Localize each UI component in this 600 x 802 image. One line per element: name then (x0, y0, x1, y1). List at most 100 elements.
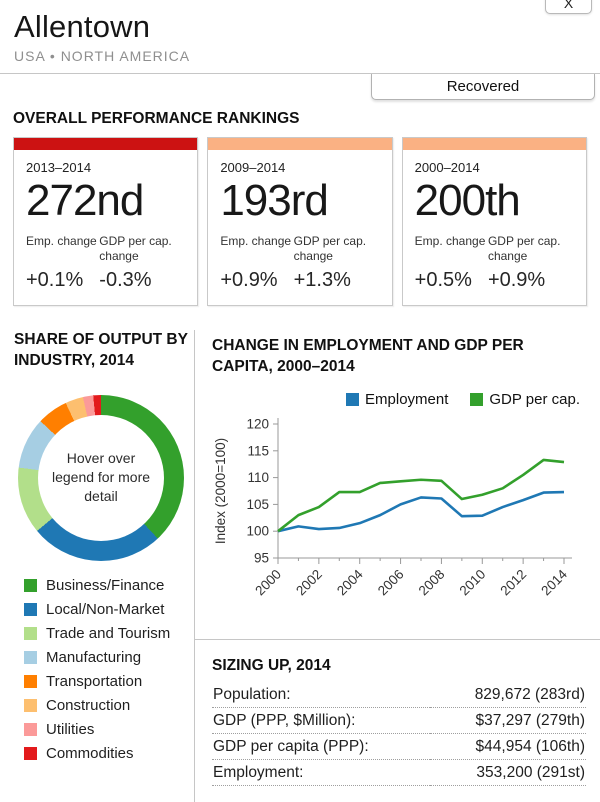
x-tick-label: 2014 (538, 566, 570, 598)
ranking-card-2000-2014: 2000–2014 200th Emp. change GDP per cap.… (401, 137, 587, 307)
industry-legend-item[interactable]: Commodities (24, 745, 188, 762)
industry-legend-item[interactable]: Utilities (24, 721, 188, 738)
industry-legend-item[interactable]: Business/Finance (24, 577, 188, 594)
industry-donut-chart: Hover over legend for more detail (18, 394, 184, 561)
content-columns: SHARE OF OUTPUT BY INDUSTRY, 2014 Hover … (0, 330, 600, 802)
donut-hole (38, 414, 164, 541)
row-value: $37,297 (279th) (430, 707, 586, 734)
emp-change-value: +0.1% (26, 269, 84, 292)
table-row: Employment: 353,200 (291st) (212, 759, 586, 786)
x-tick-label: 2000 (252, 566, 284, 598)
y-tick-label: 105 (246, 497, 269, 512)
legend-label: Business/Finance (46, 576, 165, 594)
emp-change-label: Emp. change (26, 234, 97, 249)
gdp-change-label: GDP per cap. change (99, 234, 172, 264)
legend-label: Employment (365, 390, 449, 408)
y-tick-label: 110 (247, 470, 269, 485)
row-label: GDP per capita (PPP): (212, 733, 431, 760)
legend-swatch (346, 392, 360, 406)
row-label: Population: (212, 681, 431, 708)
x-tick-label: 2002 (293, 566, 325, 598)
chart-legend-item: GDP per cap. (470, 391, 580, 408)
y-tick-label: 95 (254, 550, 269, 565)
legend-label: Construction (46, 696, 131, 714)
table-row: Population: 829,672 (283rd) (212, 681, 586, 708)
industry-heading: SHARE OF OUTPUT BY INDUSTRY, 2014 (14, 331, 188, 369)
legend-swatch (470, 392, 484, 406)
donut-center-text: Hover over legend for more detail (51, 450, 151, 505)
line-chart-heading: CHANGE IN EMPLOYMENT AND GDP PER CAPITA,… (212, 337, 524, 375)
x-tick-label: 2008 (416, 566, 448, 598)
industry-legend-item[interactable]: Trade and Tourism (24, 625, 188, 642)
industry-legend: Business/Finance Local/Non-Market Trade an… (14, 577, 188, 762)
legend-label: Manufacturing (46, 648, 142, 666)
legend-label: Transportation (46, 672, 143, 690)
industry-section: SHARE OF OUTPUT BY INDUSTRY, 2014 Hover … (0, 330, 194, 802)
row-value: 829,672 (283rd) (430, 681, 586, 708)
section-divider (195, 638, 600, 640)
legend-label: Local/Non-Market (46, 600, 165, 618)
industry-legend-item[interactable]: Construction (24, 697, 188, 714)
line-chart-legend: Employment GDP per cap. (212, 391, 580, 408)
legend-swatch (24, 698, 37, 712)
legend-swatch (24, 674, 37, 688)
legend-label: GDP per cap. (489, 390, 580, 408)
ranking-period: 2013–2014 (26, 160, 92, 176)
legend-swatch (24, 746, 37, 760)
x-tick-label: 2004 (334, 566, 366, 598)
gdp-change-value: +0.9% (487, 269, 546, 292)
ranking-card-color-bar (402, 138, 586, 151)
ranking-period: 2000–2014 (414, 160, 480, 176)
legend-swatch (24, 650, 37, 664)
employment-line (277, 490, 565, 533)
legend-swatch (24, 626, 37, 640)
y-tick-label: 100 (246, 523, 269, 538)
rankings-heading: OVERALL PERFORMANCE RANKINGS (13, 110, 300, 127)
header: Allentown USA • NORTH AMERICA (0, 0, 600, 64)
gdp-change-label: GDP per cap. change (487, 234, 561, 264)
y-tick-label: 120 (246, 416, 269, 431)
ranking-value: 193rd (220, 176, 329, 226)
gdp-change-label: GDP per cap. change (293, 234, 367, 264)
page-subtitle: USA • NORTH AMERICA (14, 48, 191, 64)
ranking-period: 2009–2014 (220, 160, 286, 176)
y-axis-label: Index (2000=100) (213, 438, 228, 544)
x-tick-label: 2012 (497, 566, 529, 598)
industry-legend-item[interactable]: Local/Non-Market (24, 601, 188, 618)
row-value: $44,954 (106th) (430, 733, 586, 760)
legend-label: Trade and Tourism (46, 624, 171, 642)
row-value: 353,200 (291st) (430, 759, 586, 786)
legend-label: Commodities (46, 744, 134, 762)
x-tick-label: 2010 (457, 566, 489, 598)
ranking-card-color-bar (208, 138, 392, 151)
toolbar-divider: Recovered (0, 73, 600, 105)
emp-change-value: +0.5% (414, 269, 472, 292)
status-badge[interactable]: Recovered (371, 74, 595, 100)
ranking-value: 272nd (26, 176, 144, 226)
y-tick-label: 115 (247, 443, 269, 458)
ranking-cards: 2013–2014 272nd Emp. change GDP per cap.… (13, 137, 587, 307)
row-label: Employment: (212, 759, 431, 786)
legend-swatch (24, 722, 37, 736)
emp-change-label: Emp. change (414, 234, 486, 249)
x-tick-label: 2006 (375, 566, 407, 598)
sizing-heading: SIZING UP, 2014 (212, 656, 331, 674)
legend-label: Utilities (46, 720, 95, 738)
ranking-card-color-bar (14, 138, 198, 151)
ranking-value: 200th (414, 176, 521, 226)
page-title: Allentown (14, 9, 151, 44)
industry-legend-item[interactable]: Manufacturing (24, 649, 188, 666)
sizing-table: Population: 829,672 (283rd) GDP (PPP, $M… (212, 681, 586, 786)
legend-swatch (24, 602, 37, 616)
gdp-change-value: +1.3% (293, 269, 351, 292)
industry-legend-item[interactable]: Transportation (24, 673, 188, 690)
rankings-section: OVERALL PERFORMANCE RANKINGS 2013–2014 2… (13, 109, 587, 307)
emp-change-label: Emp. change (220, 234, 292, 249)
legend-swatch (24, 578, 37, 592)
ranking-card-2009-2014: 2009–2014 193rd Emp. change GDP per cap.… (207, 137, 393, 307)
table-row: GDP per capita (PPP): $44,954 (106th) (212, 733, 586, 760)
chart-legend-item: Employment (346, 391, 448, 408)
right-column: CHANGE IN EMPLOYMENT AND GDP PER CAPITA,… (194, 330, 600, 802)
employment-gdp-line-chart: 95 100 105 110 115 120 2000 2002 2004 2006 2008 201… (213, 416, 572, 598)
close-button[interactable]: X (545, 0, 592, 14)
